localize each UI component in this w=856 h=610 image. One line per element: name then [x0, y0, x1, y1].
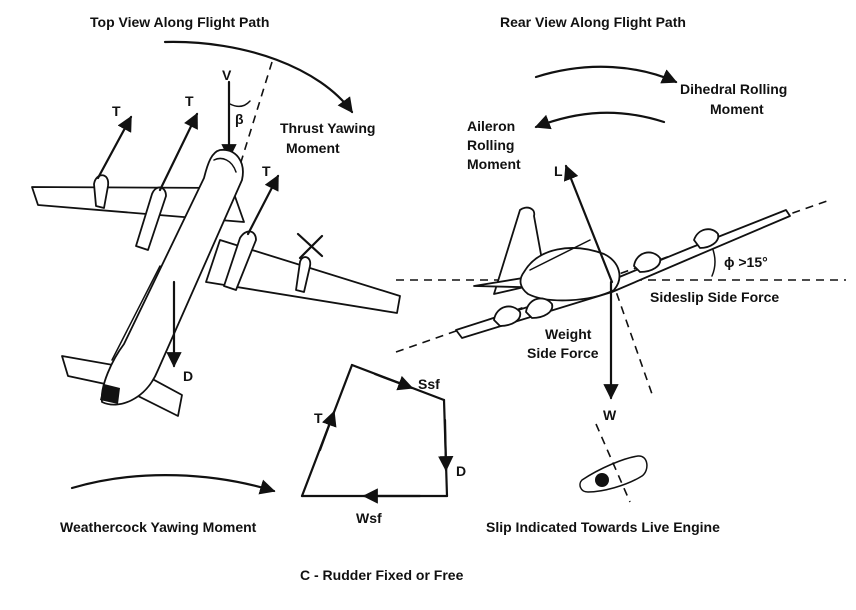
polygon-drag-label: D	[456, 463, 466, 479]
dihedral-label-2: Moment	[710, 101, 764, 117]
wsf-label: Wsf	[356, 510, 382, 526]
thrust-yaw-label-1: Thrust Yawing	[280, 120, 375, 136]
sideslip-angle-arc	[229, 100, 251, 108]
bank-angle-arc	[711, 246, 716, 277]
thrust-arrow-1	[96, 115, 133, 180]
aileron-label-3: Moment	[467, 156, 521, 172]
airplane-top-view	[31, 149, 401, 417]
weathercock-arrow	[70, 474, 276, 495]
slip-indicator-label: Slip Indicated Towards Live Engine	[486, 519, 720, 535]
thrust-yaw-label-2: Moment	[286, 140, 340, 156]
velocity-label: V	[222, 67, 232, 83]
weight-side-force-label-1: Weight	[545, 326, 592, 342]
dead-engine-mark	[296, 232, 324, 260]
thrust-arrow-3	[246, 174, 280, 236]
sideslip-dashed-line	[235, 61, 273, 179]
slip-ball	[595, 473, 609, 487]
sideslip-side-force-label: Sideslip Side Force	[650, 289, 779, 305]
thrust-label-1: T	[112, 103, 121, 119]
thrust-label-3: T	[262, 163, 271, 179]
top-view-title: Top View Along Flight Path	[90, 14, 269, 30]
rear-view-title: Rear View Along Flight Path	[500, 14, 686, 30]
dihedral-label-1: Dihedral Rolling	[680, 81, 787, 97]
thrust-arrow-2	[158, 112, 199, 192]
slip-indicator	[579, 423, 648, 503]
thrust-label-2: T	[185, 93, 194, 109]
aileron-label-2: Rolling	[467, 137, 514, 153]
drag-label: D	[183, 368, 193, 384]
aileron-roll-arrow	[534, 111, 666, 130]
polygon-thrust-label: T	[314, 410, 323, 426]
ssf-label: Ssf	[418, 376, 440, 392]
lift-label: L	[554, 163, 563, 179]
force-polygon	[300, 363, 454, 504]
airplane-rear-view	[455, 206, 791, 339]
figure-caption: C - Rudder Fixed or Free	[300, 567, 464, 583]
bank-angle-label: ϕ >15°	[724, 254, 768, 270]
lift-arrow	[563, 164, 614, 284]
thrust-yaw-arrow	[163, 40, 354, 114]
dihedral-roll-arrow	[534, 65, 678, 84]
weathercock-label: Weathercock Yawing Moment	[60, 519, 257, 535]
sideslip-angle-label: β	[235, 111, 244, 127]
vertical-axis-dashed-line	[611, 279, 653, 395]
aileron-label-1: Aileron	[467, 118, 515, 134]
weight-label: W	[603, 407, 617, 423]
weight-side-force-label-2: Side Force	[527, 345, 599, 361]
